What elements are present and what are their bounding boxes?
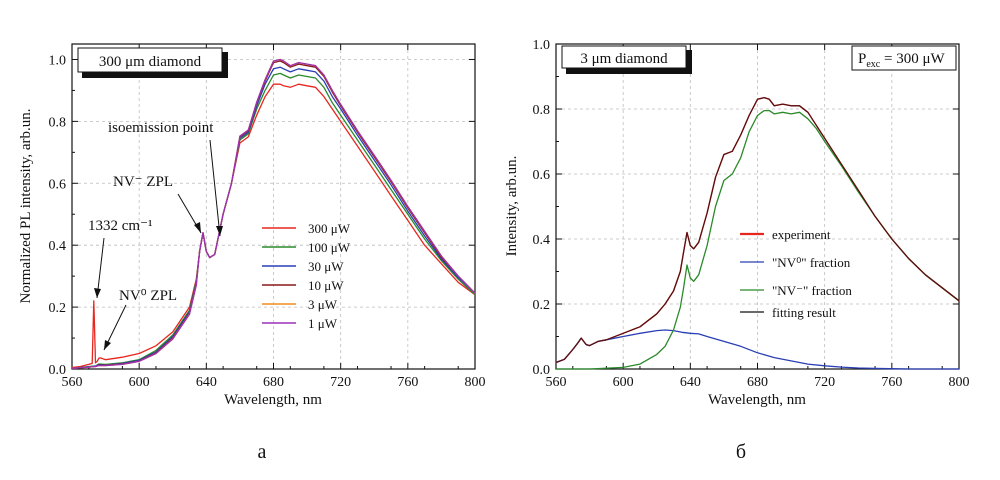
box-label-a: 300 μm diamond — [77, 47, 228, 78]
arrow-head-1332 — [94, 288, 101, 298]
arrow-isoemission — [209, 139, 221, 237]
legend-label-b: fitting result — [772, 305, 836, 320]
box-label-b: 3 μm diamond — [561, 45, 692, 74]
y-tick-label: 0.6 — [533, 168, 551, 183]
box-label-b-text: 3 μm diamond — [580, 51, 668, 67]
chart-panel-b: 560 600 640 680 720 760 8000.00.20.40.60.81.0 … — [504, 38, 970, 463]
x-tick-label: 760 — [397, 375, 418, 390]
legend-label-a: 100 μW — [308, 240, 351, 255]
x-tick-label: 600 — [613, 375, 634, 390]
x-axis-label-a: Wavelength, nm — [224, 392, 322, 408]
legend-label-b: "NV⁰" fraction — [772, 255, 851, 270]
arrow-head-nv0 — [104, 340, 111, 350]
x-tick-label: 600 — [129, 375, 150, 390]
chart-panel-a: 560 600 640 680 720 760 8000.00.20.40.60.81.0 … — [18, 43, 486, 463]
panel-letter-a: a — [258, 441, 267, 463]
arrow-1332 — [96, 237, 105, 299]
series-line-a-5 — [71, 58, 476, 370]
x-tick-label: 680 — [263, 375, 284, 390]
legend-label-a: 30 μW — [308, 259, 344, 274]
ticks-a: 560 600 640 680 720 760 800 0.0 0.2 0.4 0.6 0.8 1.0 — [49, 44, 486, 390]
box-label-b-right: Pexc = 300 μW — [851, 45, 957, 71]
series-line-b-3 — [555, 96, 960, 364]
x-tick-label: 800 — [465, 375, 486, 390]
series-group-a — [71, 58, 476, 370]
x-tick-label: 560 — [62, 375, 83, 390]
y-tick-label: 0.8 — [49, 115, 67, 130]
annotations-a: isoemission point NV⁻ ZPL 1332 cm⁻¹ NV⁰ … — [88, 120, 223, 351]
x-tick-label: 680 — [747, 375, 768, 390]
legend-label-a: 10 μW — [308, 278, 344, 293]
x-tick-label: 560 — [546, 375, 567, 390]
y-tick-label: 0.4 — [49, 239, 67, 254]
x-tick-label: 720 — [330, 375, 351, 390]
y-tick-label: 0.6 — [49, 177, 67, 192]
series-group-b — [555, 96, 960, 370]
x-tick-label: 640 — [196, 375, 217, 390]
y-tick-label: 0.4 — [533, 233, 551, 248]
annotation-nv-minus-zpl: NV⁻ ZPL — [113, 174, 173, 190]
legend-label-a: 1 μW — [308, 316, 338, 331]
y-axis-label-a: Normalized PL intensity, arb.un. — [18, 108, 34, 303]
legend-label-b: "NV⁻" fraction — [772, 283, 852, 298]
ticks-b: 560 600 640 680 720 760 800 0.0 0.2 0.4 0.6 0.8 1.0 — [533, 38, 970, 390]
legend-a: 300 μW 100 μW 30 μW 10 μW 3 μW 1 μW — [262, 221, 351, 331]
legend-label-a: 3 μW — [308, 297, 338, 312]
legend-label-a: 300 μW — [308, 221, 351, 236]
arrow-head-nv-minus — [194, 222, 201, 233]
legend-b: experiment "NV⁰" fraction "NV⁻" fraction fi… — [740, 227, 852, 320]
pexc-label: Pexc = 300 μW — [858, 51, 945, 70]
panel-letter-b: б — [736, 441, 746, 463]
x-tick-label: 760 — [881, 375, 902, 390]
series-line-b-2 — [556, 109, 960, 370]
legend-label-b: experiment — [772, 227, 831, 242]
y-tick-label: 0.2 — [49, 301, 67, 316]
box-label-a-text: 300 μm diamond — [99, 54, 202, 70]
series-line-a-1 — [71, 72, 476, 370]
x-tick-label: 640 — [680, 375, 701, 390]
y-tick-label: 0.2 — [533, 298, 551, 313]
y-tick-label: 0.0 — [533, 363, 551, 378]
y-tick-label: 0.0 — [49, 363, 67, 378]
y-tick-label: 1.0 — [533, 38, 551, 53]
x-tick-label: 800 — [949, 375, 970, 390]
series-line-a-2 — [71, 66, 476, 370]
x-tick-label: 720 — [814, 375, 835, 390]
arrow-head-isoemission — [216, 226, 223, 236]
y-axis-label-b: Intensity, arb.un. — [504, 156, 520, 257]
annotation-1332: 1332 cm⁻¹ — [88, 218, 153, 234]
y-tick-label: 0.8 — [533, 103, 551, 118]
annotation-isoemission: isoemission point — [108, 120, 214, 136]
annotation-nv0-zpl: NV⁰ ZPL — [119, 288, 177, 304]
y-tick-label: 1.0 — [49, 53, 67, 68]
x-axis-label-b: Wavelength, nm — [708, 392, 806, 408]
grid-b — [556, 44, 959, 369]
